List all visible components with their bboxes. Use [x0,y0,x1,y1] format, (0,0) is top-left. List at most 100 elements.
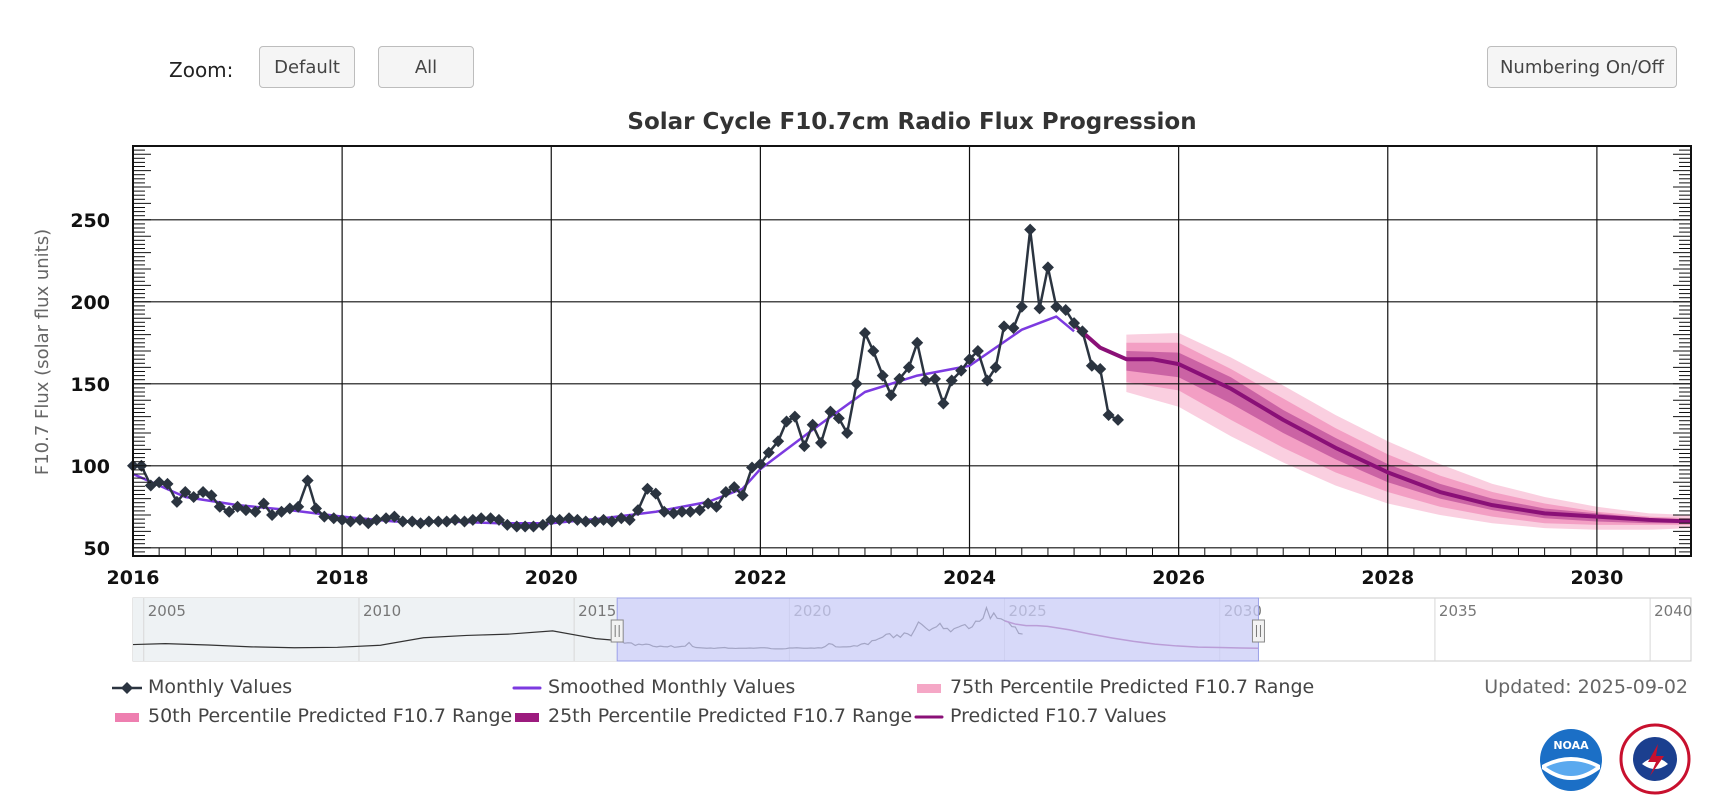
legend-item-p75[interactable]: 75th Percentile Predicted F10.7 Range [914,676,1314,698]
monthly-point [484,512,497,525]
navigator-tick-label: 2015 [578,602,616,620]
monthly-point [623,513,636,526]
monthly-point [902,361,915,374]
monthly-point [798,440,811,453]
monthly-point [919,374,932,387]
monthly-point [475,512,488,525]
x-tick-label: 2028 [1361,567,1414,589]
monthly-point [998,320,1011,333]
monthly-point [693,504,706,517]
monthly-point [1102,408,1115,421]
monthly-point [449,513,462,526]
monthly-point [867,345,880,357]
monthly-point [1094,363,1107,376]
monthly-point [615,512,628,525]
monthly-point [249,505,262,518]
legend-item-p50[interactable]: 50th Percentile Predicted F10.7 Range [112,705,512,727]
monthly-point [492,513,505,526]
legend-symbol-p25 [512,708,542,724]
monthly-point [466,513,479,526]
monthly-point [1024,223,1037,236]
y-tick-label: 50 [84,538,110,560]
x-tick-label: 2024 [943,567,996,589]
numbering-toggle-button[interactable]: Numbering On/Off [1487,46,1677,88]
monthly-point [937,397,950,410]
legend-symbol-monthly [112,679,142,695]
x-tick-label: 2022 [734,567,787,589]
monthly-point [309,502,322,515]
monthly-point [380,512,393,525]
monthly-point [1007,322,1020,335]
navigator[interactable]: 20052010201520202025203020352040 [132,597,1692,662]
monthly-point [527,520,540,533]
legend-symbol-p50 [112,708,142,724]
monthly-point [589,515,602,528]
monthly-point [501,518,514,531]
monthly-point [440,515,453,528]
monthly-point [850,377,863,390]
monthly-line [133,228,1119,528]
smoothed-line [132,315,1075,525]
series-lines [127,223,1692,533]
handle-body [1251,619,1265,643]
monthly-point [370,513,383,526]
legend-symbol-smoothed [512,679,542,695]
monthly-point [989,361,1002,374]
monthly-point [432,515,445,528]
zoom-label: Zoom: [169,58,234,82]
monthly-point [885,389,898,402]
y-axis-label: F10.7 Flux (solar flux units) [32,229,53,475]
zoom-default-button[interactable]: Default [259,46,355,88]
monthly-point [710,500,723,513]
monthly-point [406,515,419,528]
monthly-point [1111,413,1124,426]
legend-symbol-p75 [914,679,944,695]
x-tick-label: 2016 [107,567,160,589]
legend-item-monthly[interactable]: Monthly Values [112,676,292,698]
monthly-point [179,486,192,499]
legend-item-p25[interactable]: 25th Percentile Predicted F10.7 Range [512,705,912,727]
navigator-tick-label: 2005 [148,602,186,620]
monthly-point [170,495,183,508]
navigator-handle-left[interactable] [610,619,624,643]
zoom-all-button[interactable]: All [378,46,474,88]
monthly-point [649,487,662,500]
monthly-point [929,372,942,385]
monthly-point [266,509,279,521]
y-tick-label: 100 [70,456,110,478]
monthly-point [841,427,854,439]
monthly-point [187,490,200,503]
monthly-point [963,353,976,366]
monthly-point [945,374,958,387]
legend-label: 50th Percentile Predicted F10.7 Range [148,705,513,727]
monthly-point [213,500,226,513]
monthly-point [318,510,331,523]
monthly-point [1033,302,1046,315]
navigator-tick-label: 2040 [1654,602,1692,620]
monthly-point [301,474,314,487]
monthly-point [981,374,994,387]
legend-label: Monthly Values [148,676,293,698]
monthly-point [728,481,741,494]
monthly-point [396,515,409,528]
monthly-point [223,505,236,518]
legend-symbol-predicted [914,708,944,724]
monthly-point [597,513,610,526]
chart-title: Solar Cycle F10.7cm Radio Flux Progressi… [627,109,1196,135]
navigator-handle-right[interactable] [1251,619,1265,643]
monthly-point [675,505,688,518]
monthly-point [239,504,252,517]
legend-label: 25th Percentile Predicted F10.7 Range [548,705,913,727]
legend-label: Smoothed Monthly Values [548,676,796,698]
monthly-point [292,500,305,513]
legend-item-predicted[interactable]: Predicted F10.7 Values [914,705,1167,727]
monthly-point [780,415,793,428]
handle-body [610,619,624,643]
monthly-point [667,507,680,520]
monthly-point [571,513,584,526]
legend-item-smoothed[interactable]: Smoothed Monthly Values [512,676,795,698]
monthly-point [388,510,401,523]
navigator-tick-label: 2035 [1439,602,1477,620]
monthly-point [788,410,801,423]
band-p50 [1126,342,1691,525]
